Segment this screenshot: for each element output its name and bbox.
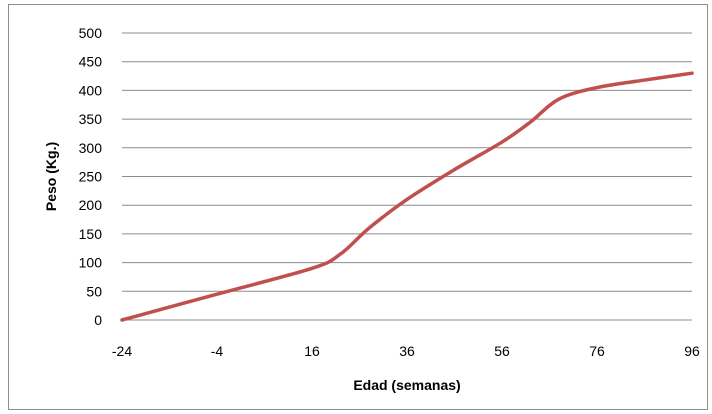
gridlines <box>122 32 692 292</box>
y-tick-label: 300 <box>79 140 103 156</box>
y-tick-label: 200 <box>79 197 103 213</box>
y-tick-label: 400 <box>79 82 103 98</box>
x-tick-label: 16 <box>304 343 320 359</box>
series-line <box>120 71 694 322</box>
y-tick-label: 250 <box>79 169 103 185</box>
x-tick-label: 76 <box>589 343 605 359</box>
x-tick-label: 96 <box>684 343 700 359</box>
x-tick-label: -24 <box>112 343 132 359</box>
x-tick-label: 56 <box>494 343 510 359</box>
y-tick-label: 100 <box>79 255 103 271</box>
x-axis-title: Edad (semanas) <box>353 377 460 393</box>
y-tick-label: 0 <box>94 312 102 328</box>
y-axis-title: Peso (Kg.) <box>43 142 59 211</box>
y-tick-label: 450 <box>79 54 103 70</box>
x-tick-labels: -24 -4 16 36 56 76 96 <box>112 343 700 359</box>
y-tick-labels: 0 50 100 150 200 250 300 350 400 450 500 <box>79 25 103 328</box>
series-group <box>120 71 694 322</box>
y-tick-label: 150 <box>79 226 103 242</box>
y-tick-label: 500 <box>79 25 103 41</box>
y-tick-label: 350 <box>79 111 103 127</box>
chart-frame <box>8 4 708 410</box>
x-tick-label: -4 <box>211 343 224 359</box>
x-tick-label: 36 <box>399 343 415 359</box>
y-tick-label: 50 <box>86 283 102 299</box>
